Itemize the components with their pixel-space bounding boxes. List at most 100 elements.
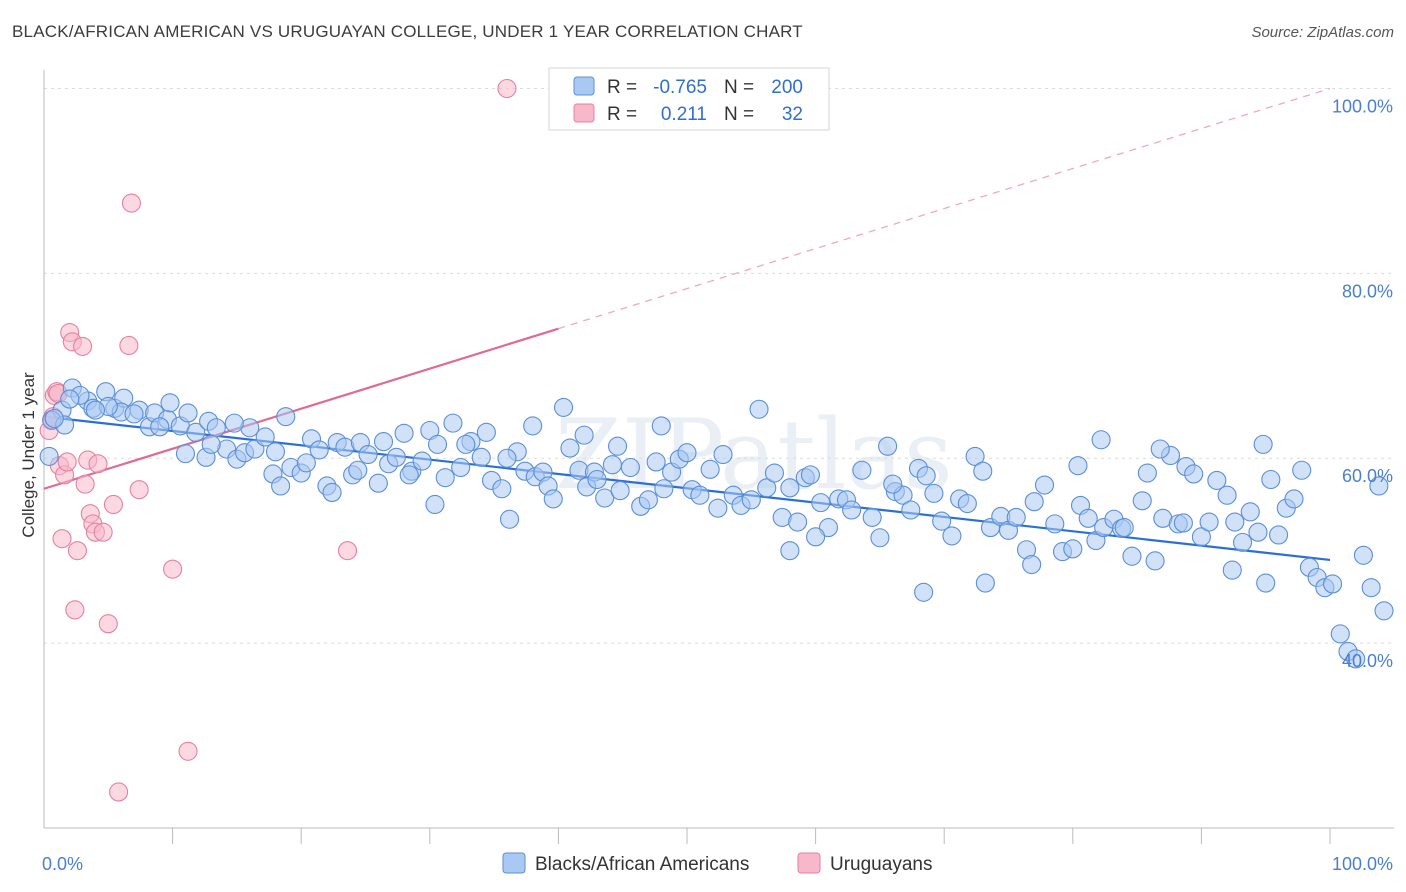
point-blacks-african-americans bbox=[1374, 601, 1394, 621]
point-blacks-african-americans bbox=[425, 494, 445, 515]
point-blacks-african-americans bbox=[700, 459, 720, 479]
point-uruguayans bbox=[65, 600, 85, 620]
point-uruguayans bbox=[52, 529, 72, 549]
point-blacks-african-americans bbox=[973, 461, 993, 481]
point-blacks-african-americans bbox=[1045, 514, 1065, 534]
point-blacks-african-americans bbox=[265, 442, 286, 462]
point-blacks-african-americans bbox=[878, 436, 898, 456]
bottom-legend-label-blacks: Blacks/African Americans bbox=[535, 854, 749, 875]
point-blacks-african-americans bbox=[646, 452, 666, 472]
point-blacks-african-americans bbox=[788, 512, 808, 532]
point-blacks-african-americans bbox=[620, 457, 640, 478]
point-uruguayans bbox=[337, 541, 358, 561]
point-blacks-african-americans bbox=[842, 500, 862, 520]
point-blacks-african-americans bbox=[1233, 532, 1253, 552]
point-blacks-african-americans bbox=[178, 403, 198, 423]
legend-r-label-1: R = bbox=[607, 77, 637, 98]
point-blacks-african-americans bbox=[1269, 525, 1289, 545]
point-blacks-african-americans bbox=[883, 474, 903, 494]
point-uruguayans bbox=[178, 741, 198, 761]
point-blacks-african-americans bbox=[39, 446, 59, 466]
x-tick-label: 100.0% bbox=[1332, 854, 1393, 874]
point-blacks-african-americans bbox=[914, 582, 934, 602]
point-blacks-african-americans bbox=[1191, 527, 1211, 547]
point-blacks-african-americans bbox=[1063, 539, 1083, 559]
point-uruguayans bbox=[109, 782, 129, 802]
y-tick-label: 80.0% bbox=[1342, 281, 1393, 301]
tick-labels: 40.0% 60.0% 80.0% 100.0% 0.0% 100.0% bbox=[42, 96, 1393, 874]
point-blacks-african-americans bbox=[456, 434, 476, 454]
y-tick-label: 40.0% bbox=[1342, 651, 1393, 671]
bottom-legend-label-uruguayans: Uruguayans bbox=[830, 854, 932, 875]
point-blacks-african-americans bbox=[852, 460, 872, 480]
point-blacks-african-americans bbox=[610, 481, 630, 501]
legend-r-value-2: 0.211 bbox=[661, 104, 707, 125]
point-blacks-african-americans bbox=[224, 413, 244, 433]
legend-swatch-blacks bbox=[573, 76, 595, 96]
point-blacks-african-americans bbox=[1353, 545, 1373, 565]
point-blacks-african-americans bbox=[560, 438, 580, 458]
legend-n-value-1: 200 bbox=[771, 77, 803, 98]
point-blacks-african-americans bbox=[574, 425, 594, 445]
point-blacks-african-americans bbox=[757, 478, 777, 498]
point-blacks-african-americans bbox=[924, 483, 944, 503]
point-blacks-african-americans bbox=[1034, 475, 1055, 495]
point-blacks-african-americans bbox=[1240, 502, 1260, 522]
legend-n-label-2: N = bbox=[724, 104, 754, 125]
point-blacks-african-americans bbox=[1068, 456, 1088, 476]
point-blacks-african-americans bbox=[255, 427, 275, 447]
point-uruguayans bbox=[67, 541, 87, 561]
chart-title: BLACK/AFRICAN AMERICAN VS URUGUAYAN COLL… bbox=[12, 22, 803, 41]
point-blacks-african-americans bbox=[348, 460, 368, 480]
bottom-legend-swatch-blacks bbox=[502, 852, 526, 874]
point-blacks-african-americans bbox=[1122, 546, 1142, 566]
point-blacks-african-americans bbox=[1022, 554, 1042, 575]
trend-line-uruguayans-extension bbox=[558, 87, 1331, 330]
y-tick-label: 100.0% bbox=[1332, 96, 1393, 116]
scatter-points bbox=[39, 78, 1394, 802]
point-blacks-african-americans bbox=[435, 468, 455, 488]
point-uruguayans bbox=[98, 614, 118, 634]
point-blacks-african-americans bbox=[1369, 476, 1389, 496]
point-blacks-african-americans bbox=[1114, 518, 1134, 538]
point-blacks-african-americans bbox=[492, 479, 512, 499]
point-blacks-african-americans bbox=[690, 485, 710, 505]
point-blacks-african-americans bbox=[862, 507, 882, 527]
legend-swatch-uruguayans bbox=[573, 103, 595, 123]
point-blacks-african-americans bbox=[85, 400, 105, 420]
point-blacks-african-americans bbox=[201, 434, 221, 454]
point-blacks-african-americans bbox=[713, 444, 733, 465]
point-blacks-african-americans bbox=[677, 443, 697, 463]
point-blacks-african-americans bbox=[1330, 624, 1350, 644]
point-uruguayans bbox=[129, 480, 149, 500]
bottom-legend: Blacks/African Americans Uruguayans bbox=[502, 852, 932, 875]
point-uruguayans bbox=[119, 335, 139, 356]
point-blacks-african-americans bbox=[651, 416, 671, 436]
point-blacks-african-americans bbox=[1256, 573, 1276, 593]
point-blacks-african-americans bbox=[523, 416, 543, 436]
point-blacks-african-americans bbox=[206, 418, 226, 438]
point-blacks-african-americans bbox=[870, 528, 890, 548]
legend-r-value-1: -0.765 bbox=[653, 77, 707, 98]
y-tick-label: 60.0% bbox=[1342, 466, 1393, 486]
point-blacks-african-americans bbox=[160, 393, 180, 413]
point-blacks-african-americans bbox=[1150, 439, 1170, 459]
point-blacks-african-americans bbox=[654, 479, 674, 499]
point-uruguayans bbox=[121, 193, 141, 213]
point-blacks-african-americans bbox=[965, 446, 985, 466]
point-blacks-african-americans bbox=[399, 465, 419, 485]
point-blacks-african-americans bbox=[942, 526, 962, 546]
point-blacks-african-americans bbox=[780, 541, 800, 561]
legend-r-label-2: R = bbox=[607, 104, 637, 125]
point-blacks-african-americans bbox=[150, 417, 170, 437]
point-blacks-african-americans bbox=[1199, 512, 1219, 532]
point-uruguayans bbox=[73, 336, 93, 356]
point-uruguayans bbox=[103, 494, 123, 515]
point-blacks-african-americans bbox=[1173, 513, 1193, 533]
point-blacks-african-americans bbox=[476, 422, 496, 442]
point-blacks-african-americans bbox=[1222, 560, 1242, 580]
point-blacks-african-americans bbox=[373, 432, 394, 452]
point-blacks-african-americans bbox=[276, 407, 296, 427]
point-blacks-african-americans bbox=[602, 455, 622, 475]
